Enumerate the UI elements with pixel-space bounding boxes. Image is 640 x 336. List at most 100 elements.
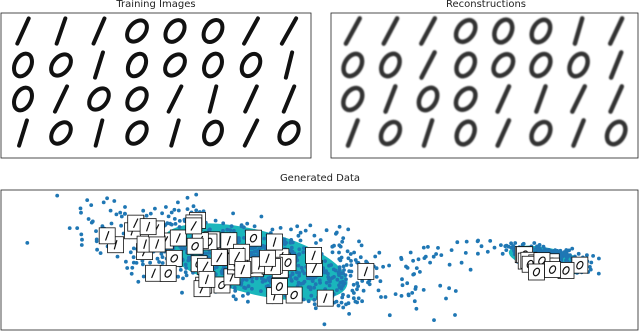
point xyxy=(185,207,190,212)
digit-stroke xyxy=(125,86,149,112)
point xyxy=(596,271,601,276)
digit-stroke xyxy=(491,52,516,78)
point xyxy=(229,224,234,229)
digit-stroke xyxy=(570,84,588,114)
point xyxy=(176,208,181,213)
point xyxy=(124,259,128,264)
digit-stroke xyxy=(421,118,435,148)
digit-stroke xyxy=(363,266,368,277)
point xyxy=(345,249,350,254)
point xyxy=(359,243,364,248)
digit-stroke xyxy=(529,51,553,79)
image-box xyxy=(544,261,561,278)
digit-stroke xyxy=(17,118,29,148)
point xyxy=(169,210,174,215)
point xyxy=(588,267,593,272)
point xyxy=(79,243,84,247)
point xyxy=(327,283,332,288)
digit-stroke xyxy=(49,52,73,78)
point xyxy=(414,306,419,311)
point xyxy=(428,260,432,265)
point xyxy=(75,226,80,231)
point xyxy=(330,244,335,249)
point xyxy=(105,196,109,201)
point xyxy=(182,245,186,250)
point xyxy=(177,219,182,223)
point xyxy=(344,277,348,282)
point xyxy=(322,269,326,274)
point xyxy=(377,250,382,255)
digit-stroke xyxy=(113,239,118,250)
point xyxy=(576,251,581,256)
digit-stroke xyxy=(572,16,585,46)
point xyxy=(360,299,364,304)
point xyxy=(125,266,130,270)
digit-stroke xyxy=(283,50,295,80)
digit-stroke xyxy=(105,231,110,241)
digit-stroke xyxy=(166,84,184,114)
point xyxy=(252,249,257,254)
point xyxy=(184,266,189,270)
image-grid xyxy=(341,16,628,148)
point xyxy=(358,255,363,260)
point xyxy=(434,252,438,256)
point xyxy=(225,227,230,232)
digit-stroke xyxy=(341,51,365,79)
point xyxy=(160,211,165,216)
point xyxy=(337,273,341,277)
point xyxy=(344,263,349,267)
point xyxy=(500,251,505,256)
image-grid xyxy=(12,16,301,148)
point xyxy=(245,221,250,226)
point xyxy=(485,249,490,254)
point xyxy=(351,282,356,287)
point xyxy=(176,200,180,205)
digit-stroke xyxy=(93,50,105,80)
point xyxy=(101,200,106,205)
point xyxy=(346,227,351,232)
digit-stroke xyxy=(495,84,512,114)
point xyxy=(374,266,379,271)
digit-stroke xyxy=(163,18,187,44)
point xyxy=(214,265,219,269)
digit-stroke xyxy=(93,118,105,148)
point xyxy=(444,296,448,301)
point xyxy=(504,243,509,248)
point xyxy=(352,250,356,255)
point xyxy=(349,263,354,267)
point xyxy=(183,262,188,267)
point xyxy=(296,252,301,257)
image-box xyxy=(159,265,177,282)
point xyxy=(302,271,307,276)
point xyxy=(413,285,418,289)
point xyxy=(259,289,263,293)
point xyxy=(329,263,333,267)
digit-stroke xyxy=(133,218,139,228)
point xyxy=(488,239,493,243)
point xyxy=(246,291,250,296)
image-box xyxy=(165,249,183,267)
point xyxy=(181,276,185,281)
point xyxy=(159,251,164,256)
point xyxy=(399,294,404,298)
point xyxy=(296,233,301,238)
point xyxy=(239,224,244,229)
point xyxy=(278,226,283,230)
digit-stroke xyxy=(146,221,151,232)
point xyxy=(317,278,322,283)
point xyxy=(298,238,303,243)
point xyxy=(130,265,135,270)
point xyxy=(565,259,570,263)
panel-title: Generated Data xyxy=(280,173,360,184)
point xyxy=(166,214,171,219)
point xyxy=(301,281,306,286)
point xyxy=(160,255,165,259)
point xyxy=(479,244,484,249)
digit-stroke xyxy=(170,254,179,263)
point xyxy=(589,260,594,265)
digit-stroke xyxy=(52,84,70,114)
point xyxy=(155,256,160,261)
point xyxy=(548,248,552,253)
point xyxy=(288,249,293,253)
point xyxy=(141,274,146,279)
